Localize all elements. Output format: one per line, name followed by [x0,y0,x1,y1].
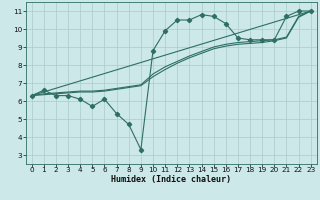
X-axis label: Humidex (Indice chaleur): Humidex (Indice chaleur) [111,175,231,184]
